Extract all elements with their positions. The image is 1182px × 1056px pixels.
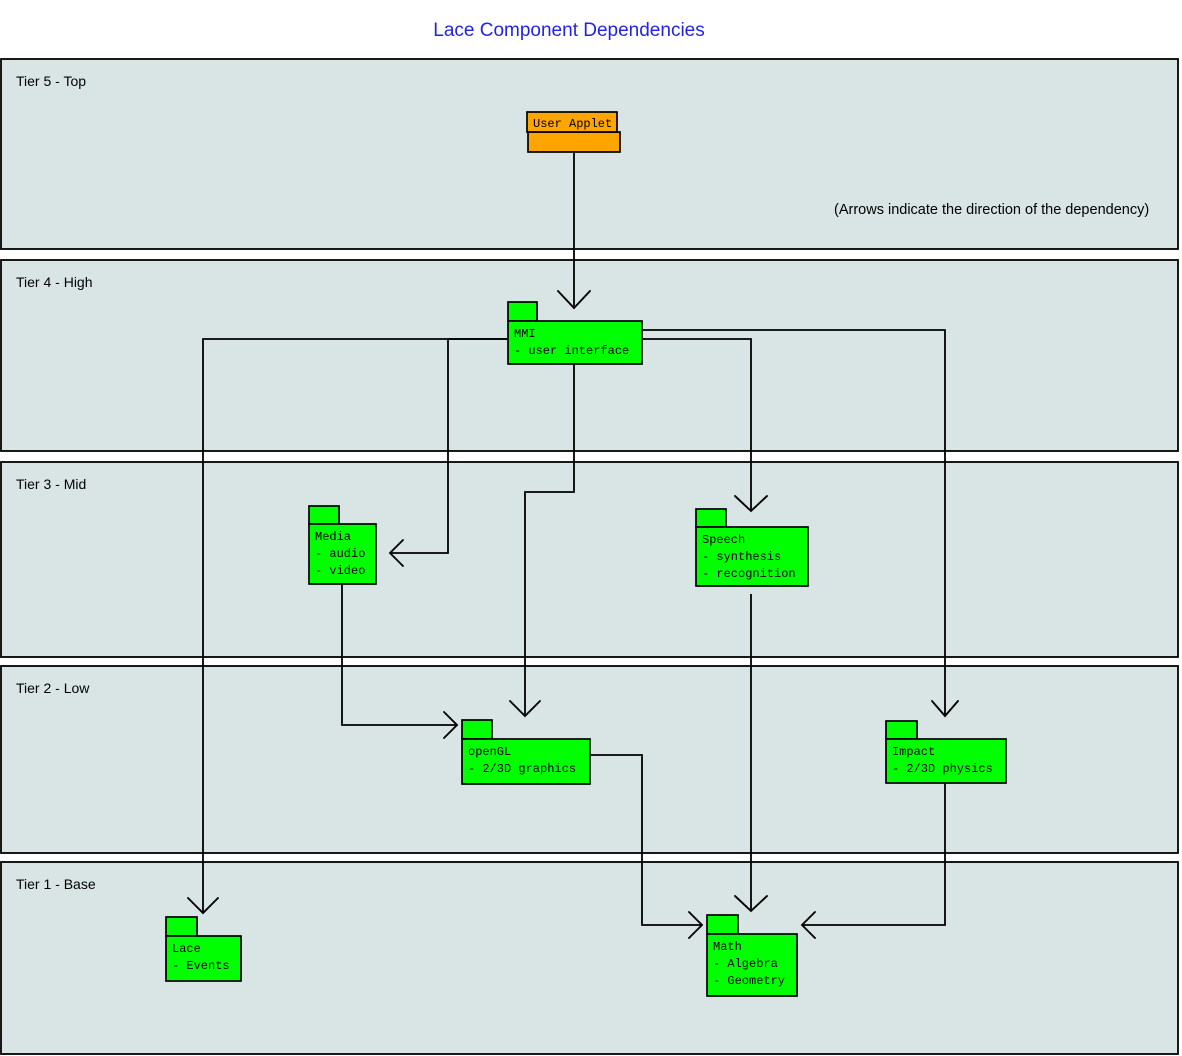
svg-text:MMI: MMI bbox=[514, 327, 536, 341]
svg-text:- recognition: - recognition bbox=[702, 567, 796, 581]
svg-text:Media: Media bbox=[315, 530, 351, 544]
svg-text:- synthesis: - synthesis bbox=[702, 550, 781, 564]
svg-text:Math: Math bbox=[713, 940, 742, 954]
svg-text:Tier 1 - Base: Tier 1 - Base bbox=[16, 876, 96, 892]
svg-text:- audio: - audio bbox=[315, 547, 365, 561]
svg-text:- 2/3D graphics: - 2/3D graphics bbox=[468, 762, 576, 776]
svg-text:Lace: Lace bbox=[172, 942, 201, 956]
svg-text:- user interface: - user interface bbox=[514, 344, 629, 358]
svg-text:Tier 5 - Top: Tier 5 - Top bbox=[16, 73, 86, 89]
svg-text:Speech: Speech bbox=[702, 533, 745, 547]
svg-text:- Events: - Events bbox=[172, 959, 230, 973]
svg-text:- 2/3D physics: - 2/3D physics bbox=[892, 762, 993, 776]
svg-text:- Algebra: - Algebra bbox=[713, 957, 778, 971]
svg-text:Tier 3 - Mid: Tier 3 - Mid bbox=[16, 476, 86, 492]
svg-text:- Geometry: - Geometry bbox=[713, 974, 785, 988]
svg-text:- video: - video bbox=[315, 564, 365, 578]
svg-text:User Applet: User Applet bbox=[533, 117, 612, 131]
svg-text:Impact: Impact bbox=[892, 745, 935, 759]
svg-text:Tier 4 - High: Tier 4 - High bbox=[16, 274, 93, 290]
svg-text:openGL: openGL bbox=[468, 745, 511, 759]
svg-text:(Arrows indicate the direction: (Arrows indicate the direction of the de… bbox=[834, 202, 1149, 218]
svg-text:Tier 2 - Low: Tier 2 - Low bbox=[16, 680, 90, 696]
